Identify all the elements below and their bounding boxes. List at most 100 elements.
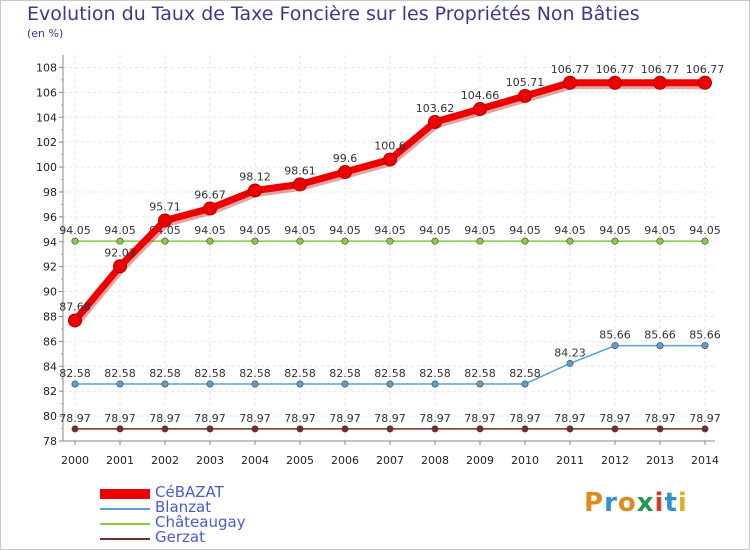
data-label: 82.58 <box>194 367 226 380</box>
data-point <box>431 237 439 245</box>
data-label: 94.05 <box>239 224 271 237</box>
data-label: 94.05 <box>464 224 496 237</box>
x-tick-label: 2002 <box>151 454 179 467</box>
data-label: 87.68 <box>59 300 91 313</box>
data-label: 92.03 <box>104 246 136 259</box>
legend-swatch <box>100 508 150 510</box>
data-label: 78.97 <box>194 412 226 425</box>
data-label: 94.05 <box>509 224 541 237</box>
logo-letter: t <box>664 488 678 518</box>
data-label: 94.05 <box>374 224 406 237</box>
data-point <box>341 237 349 245</box>
y-tick-label: 90 <box>43 286 57 299</box>
data-point <box>521 425 529 433</box>
data-point <box>473 102 487 117</box>
data-point <box>71 237 79 245</box>
data-label: 106.77 <box>551 63 590 76</box>
x-tick-label: 2012 <box>601 454 629 467</box>
y-tick-label: 94 <box>43 236 57 249</box>
y-tick-label: 108 <box>36 61 57 74</box>
data-label: 78.97 <box>464 412 496 425</box>
data-point <box>701 425 709 433</box>
data-label: 85.66 <box>644 329 676 342</box>
data-label: 94.05 <box>419 224 451 237</box>
y-tick-label: 80 <box>43 410 57 423</box>
logo-letter: i <box>654 488 665 518</box>
data-label: 82.58 <box>104 367 136 380</box>
data-point <box>296 425 304 433</box>
data-label: 104.66 <box>461 89 500 102</box>
data-label: 94.05 <box>689 224 721 237</box>
data-label: 85.66 <box>689 329 721 342</box>
data-label: 99.6 <box>333 152 358 165</box>
data-label: 82.58 <box>509 367 541 380</box>
data-label: 100.6 <box>374 140 406 153</box>
data-label: 94.05 <box>554 224 586 237</box>
data-point <box>338 165 352 180</box>
data-point <box>158 213 172 228</box>
data-point <box>251 237 259 245</box>
data-point <box>251 425 259 433</box>
logo-letter: i <box>677 488 688 518</box>
data-point <box>68 313 82 328</box>
data-label: 78.97 <box>599 412 631 425</box>
data-point <box>611 425 619 433</box>
x-tick-label: 2003 <box>196 454 224 467</box>
x-tick-label: 2010 <box>511 454 539 467</box>
data-label: 84.23 <box>554 346 586 359</box>
data-point <box>476 380 484 388</box>
y-tick-label: 100 <box>36 161 57 174</box>
x-tick-label: 2001 <box>106 454 134 467</box>
x-tick-label: 2014 <box>691 454 719 467</box>
data-label: 98.12 <box>239 170 271 183</box>
data-label: 106.77 <box>596 63 635 76</box>
data-point <box>116 237 124 245</box>
data-label: 78.97 <box>419 412 451 425</box>
data-point <box>251 380 259 388</box>
proxiti-logo: Proxiti <box>584 488 688 518</box>
data-label: 82.58 <box>329 367 361 380</box>
legend-swatch <box>100 523 150 525</box>
data-point <box>206 425 214 433</box>
plot-area <box>63 55 715 441</box>
data-point <box>113 259 127 274</box>
data-point <box>161 237 169 245</box>
data-point <box>386 425 394 433</box>
data-label: 78.97 <box>329 412 361 425</box>
legend-label: Gerzat <box>155 528 205 546</box>
data-label: 94.05 <box>644 224 676 237</box>
data-label: 85.66 <box>599 329 631 342</box>
data-point <box>341 380 349 388</box>
data-point <box>656 425 664 433</box>
data-label: 106.77 <box>641 63 680 76</box>
data-point <box>611 342 619 350</box>
y-tick-label: 78 <box>43 435 57 448</box>
data-label: 94.05 <box>104 224 136 237</box>
data-label: 105.71 <box>506 76 545 89</box>
x-tick-label: 2007 <box>376 454 404 467</box>
data-point <box>698 75 712 90</box>
x-tick-label: 2009 <box>466 454 494 467</box>
data-label: 94.05 <box>59 224 91 237</box>
x-tick-label: 2011 <box>556 454 584 467</box>
data-point <box>653 75 667 90</box>
y-tick-label: 86 <box>43 335 57 348</box>
data-label: 78.97 <box>374 412 406 425</box>
data-label: 82.58 <box>284 367 316 380</box>
data-label: 103.62 <box>416 102 455 115</box>
data-point <box>521 380 529 388</box>
legend-label: Blanzat <box>155 498 212 516</box>
data-point <box>431 425 439 433</box>
data-label: 78.97 <box>149 412 181 425</box>
data-point <box>566 425 574 433</box>
data-label: 95.71 <box>149 200 181 213</box>
data-point <box>656 237 664 245</box>
data-label: 78.97 <box>239 412 271 425</box>
data-label: 96.67 <box>194 189 226 202</box>
data-point <box>296 237 304 245</box>
data-label: 78.97 <box>59 412 91 425</box>
data-label: 78.97 <box>104 412 136 425</box>
data-label: 78.97 <box>284 412 316 425</box>
data-point <box>701 342 709 350</box>
data-point <box>383 152 397 167</box>
